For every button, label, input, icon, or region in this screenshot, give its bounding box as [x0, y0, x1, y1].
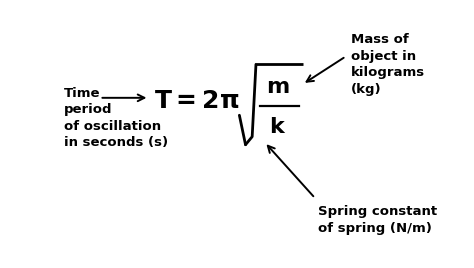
- Text: Mass of
object in
kilograms
(kg): Mass of object in kilograms (kg): [351, 33, 425, 96]
- Text: $\mathbf{m}$: $\mathbf{m}$: [265, 77, 289, 97]
- Text: Spring constant
of spring (N/m): Spring constant of spring (N/m): [318, 205, 437, 234]
- Text: $\mathbf{k}$: $\mathbf{k}$: [269, 117, 286, 137]
- Text: $\mathbf{T = 2\pi}$: $\mathbf{T = 2\pi}$: [154, 88, 239, 113]
- Text: Time
period
of oscillation
in seconds (s): Time period of oscillation in seconds (s…: [64, 87, 168, 149]
